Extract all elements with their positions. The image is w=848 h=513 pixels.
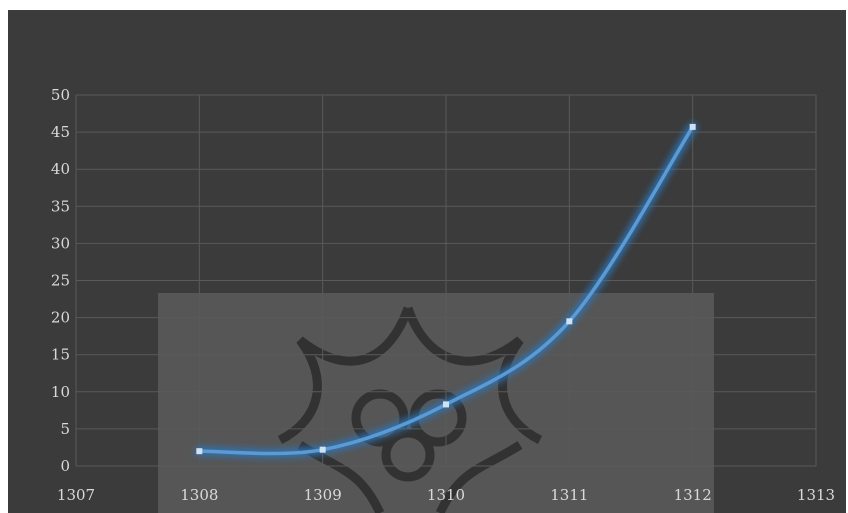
series-markers: [196, 123, 696, 455]
x-tick-label: 1308: [180, 486, 218, 504]
y-tick-label: 5: [60, 420, 70, 438]
y-tick-label: 10: [51, 383, 70, 401]
y-tick-label: 15: [51, 346, 70, 364]
watermark-emblem: [158, 293, 714, 513]
data-point: [689, 123, 696, 130]
x-axis-ticks: 1307 1308 1309 1310 1311 1312 1313: [57, 486, 835, 504]
y-tick-label: 30: [51, 234, 70, 252]
data-point: [319, 446, 326, 453]
grid-lines: [75, 94, 817, 467]
series-line: [194, 122, 698, 458]
x-tick-label: 1313: [797, 486, 835, 504]
y-axis-ticks: 0 5 10 15 20 25 30 35 40 45 50: [51, 86, 70, 475]
y-tick-label: 25: [51, 272, 70, 290]
y-tick-label: 35: [51, 197, 70, 215]
x-tick-label: 1309: [304, 486, 342, 504]
x-tick-label: 1311: [550, 486, 588, 504]
x-tick-label: 1312: [674, 486, 712, 504]
data-point: [196, 448, 203, 455]
x-tick-label: 1310: [427, 486, 465, 504]
y-tick-label: 0: [60, 457, 70, 475]
y-tick-label: 40: [51, 160, 70, 178]
series-line-path: [197, 125, 695, 456]
x-tick-label: 1307: [57, 486, 95, 504]
data-point: [443, 401, 449, 408]
y-tick-label: 50: [51, 86, 70, 104]
y-tick-label: 20: [51, 309, 70, 327]
y-tick-label: 45: [51, 123, 70, 141]
data-point: [566, 318, 573, 325]
